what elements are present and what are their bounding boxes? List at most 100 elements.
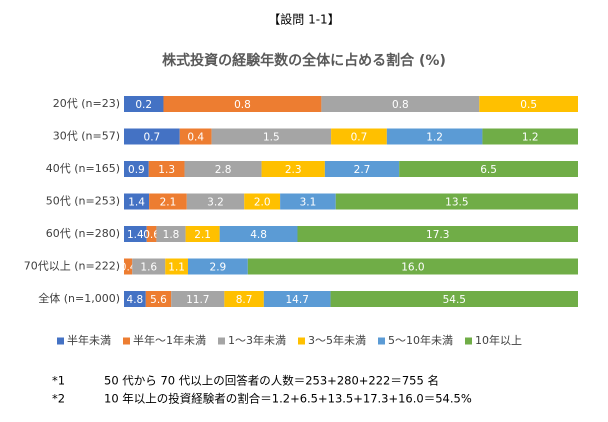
data-label: 2.7 <box>354 164 371 176</box>
data-label: 11.7 <box>186 294 209 306</box>
bar-segment <box>145 291 172 307</box>
footnote-mark: *2 <box>52 392 65 406</box>
legend-label: 10年以上 <box>475 333 522 347</box>
bar-segment <box>482 128 578 145</box>
data-label: 1.3 <box>158 164 175 176</box>
bar-segment <box>163 96 322 112</box>
data-label: 6.5 <box>480 164 497 176</box>
bar-segment <box>124 96 164 112</box>
bar-segment <box>335 193 578 210</box>
data-label: 2.1 <box>194 229 211 241</box>
bar-segment <box>156 226 186 242</box>
bar-segment <box>124 128 180 145</box>
bar-segment <box>132 258 166 275</box>
legend-swatch <box>218 337 225 345</box>
data-label: 4.8 <box>250 229 267 241</box>
bar-segment <box>211 128 332 145</box>
bar-segment <box>219 226 298 242</box>
data-label: 1.1 <box>168 262 185 274</box>
bar-segment <box>244 193 281 210</box>
bar-segment <box>386 128 483 145</box>
data-label: 2.0 <box>254 197 271 209</box>
y-tick-label: 60代 (n=280) <box>46 227 120 240</box>
data-label: 17.3 <box>426 229 449 241</box>
bar-segment <box>149 193 187 210</box>
data-label: 5.6 <box>150 294 167 306</box>
bar-segment <box>331 128 387 145</box>
data-label: 1.4 <box>127 229 144 241</box>
legend-swatch <box>465 337 472 345</box>
data-label: 2.3 <box>285 164 302 176</box>
legend-label: 3～5年未満 <box>308 333 366 347</box>
data-label: 0.7 <box>144 132 161 144</box>
data-label: 4.8 <box>127 294 144 306</box>
data-label: 2.8 <box>215 164 232 176</box>
data-label: 0.6 <box>143 229 160 241</box>
bar-segment <box>224 291 264 307</box>
data-label: 0.8 <box>392 99 409 111</box>
footnote: 10 年以上の投資経験者の割合＝1.2+6.5+13.5+17.3+16.0＝5… <box>104 392 472 406</box>
y-tick-label: 50代 (n=253) <box>46 195 120 208</box>
bar-segment <box>330 291 578 307</box>
bar-segment <box>324 161 400 177</box>
data-label: 54.5 <box>443 294 466 306</box>
chart-title: 株式投資の経験年数の全体に占める割合 (%) <box>162 52 446 69</box>
y-tick-label: 20代 (n=23) <box>53 97 120 110</box>
bar-segment <box>479 96 578 112</box>
data-label: 1.5 <box>263 132 280 144</box>
data-label: 1.2 <box>426 132 443 144</box>
bar-segment <box>165 258 188 275</box>
bar-segment <box>186 193 245 210</box>
legend-swatch <box>57 337 64 345</box>
footnote-mark: *1 <box>52 374 65 388</box>
data-label: 3.1 <box>300 197 317 209</box>
header: 【設問 1-1】 <box>268 12 339 27</box>
bar-segment <box>247 258 578 275</box>
legend-swatch <box>378 337 385 345</box>
y-tick-label: 30代 (n=57) <box>53 130 120 143</box>
bar-segment <box>124 193 150 210</box>
bar-segment <box>148 161 185 177</box>
bar-segment <box>171 291 225 307</box>
data-label: 2.9 <box>210 262 227 274</box>
legend-label: 5～10年未満 <box>388 333 453 347</box>
data-label: 0.7 <box>351 132 368 144</box>
legend-swatch <box>123 337 130 345</box>
y-tick-label: 40代 (n=165) <box>46 162 120 175</box>
bar-segment <box>321 96 480 112</box>
data-label: 14.7 <box>286 294 309 306</box>
data-label: 1.6 <box>140 262 157 274</box>
bar-segment <box>124 258 133 275</box>
bar-segment <box>261 161 325 177</box>
bar-segment <box>399 161 578 177</box>
bar-segment <box>280 193 336 210</box>
legend-label: 半年～1年未満 <box>133 333 206 347</box>
legend-label: 半年未満 <box>67 333 111 347</box>
data-label: 8.7 <box>236 294 253 306</box>
data-label: 13.5 <box>445 197 468 209</box>
bar-segment <box>124 226 147 242</box>
data-label: 0.5 <box>520 99 537 111</box>
data-label: 1.2 <box>522 132 539 144</box>
bar-segment <box>124 291 146 307</box>
data-label: 0.9 <box>128 164 145 176</box>
bar-segment <box>146 226 157 242</box>
data-label: 0.8 <box>234 99 251 111</box>
legend-label: 1～3年未満 <box>228 333 286 347</box>
data-label: 16.0 <box>401 262 424 274</box>
footnote: 50 代から 70 代以上の回答者の人数＝253+280+222＝755 名 <box>104 374 439 388</box>
data-label: 1.8 <box>163 229 180 241</box>
data-label: 1.4 <box>128 197 145 209</box>
data-label: 2.1 <box>160 197 177 209</box>
bar-segment <box>185 226 220 242</box>
bar-segment <box>263 291 331 307</box>
bar-segment <box>184 161 262 177</box>
bar-segment <box>297 226 578 242</box>
data-label: 0.2 <box>135 99 152 111</box>
bar-segment <box>179 128 212 145</box>
y-tick-label: 70代以上 (n=222) <box>24 260 120 273</box>
data-label: 3.2 <box>207 197 224 209</box>
bar-segment <box>124 161 149 177</box>
